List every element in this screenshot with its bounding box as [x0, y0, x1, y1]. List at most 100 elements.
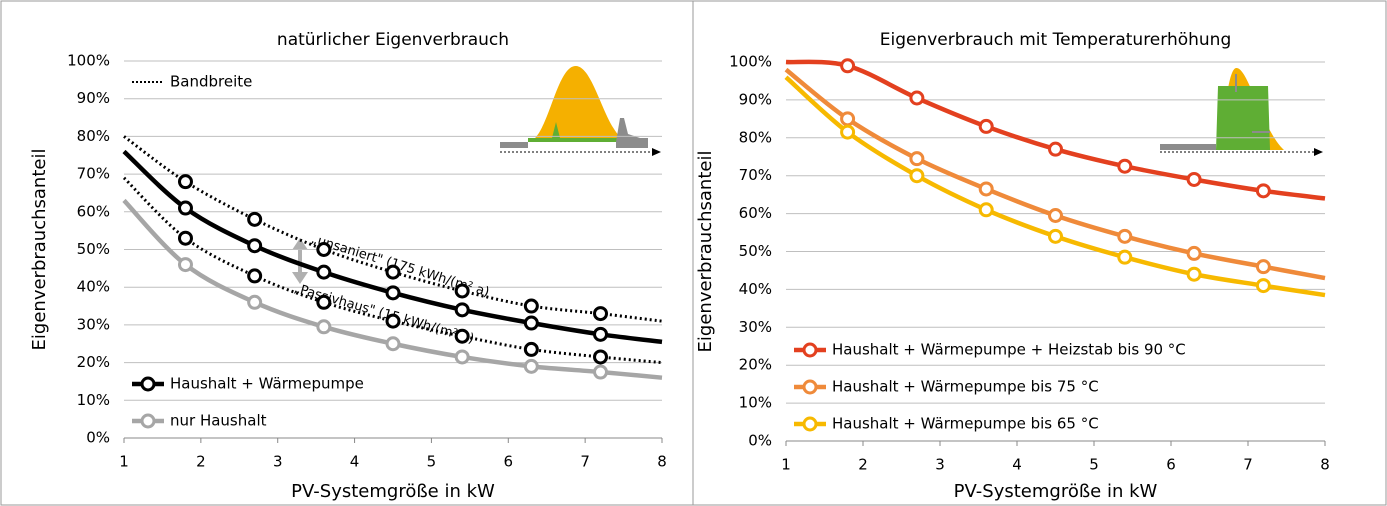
y-tick-label: 20% — [77, 353, 110, 371]
marker — [1048, 228, 1063, 244]
marker — [247, 294, 263, 310]
marker — [247, 238, 263, 254]
x-tick-label: 7 — [1243, 456, 1253, 474]
marker — [454, 302, 470, 318]
y-tick-label: 60% — [77, 202, 110, 220]
marker — [523, 358, 539, 374]
marker — [978, 181, 994, 197]
legend-marker — [140, 413, 156, 429]
marker — [247, 268, 263, 284]
legend-label: Haushalt + Wärmepumpe + Heizstab bis 90 … — [832, 341, 1186, 359]
x-tick-label: 8 — [657, 453, 667, 471]
x-tick-label: 3 — [273, 453, 283, 471]
marker — [454, 349, 470, 365]
marker — [1117, 249, 1133, 265]
marker — [177, 230, 193, 246]
marker — [909, 168, 925, 184]
legend-label: nur Haushalt — [170, 412, 267, 430]
marker — [247, 211, 263, 227]
x-tick-label: 6 — [1166, 456, 1176, 474]
x-tick-label: 3 — [935, 456, 945, 474]
x-tick-label: 4 — [350, 453, 360, 471]
marker — [385, 285, 401, 301]
marker — [523, 341, 539, 357]
marker — [177, 174, 193, 190]
marker — [840, 124, 856, 140]
marker — [1255, 183, 1271, 199]
y-tick-label: 100% — [729, 53, 772, 71]
y-tick-label: 80% — [739, 128, 772, 146]
y-tick-label: 0% — [748, 432, 772, 450]
marker — [593, 326, 609, 342]
legend-label: Haushalt + Wärmepumpe bis 65 °C — [832, 415, 1099, 433]
inset-icon-right — [1160, 67, 1323, 156]
x-tick-label: 6 — [504, 453, 514, 471]
x-axis-label: PV-Systemgröße in kW — [291, 481, 495, 502]
marker — [316, 242, 332, 257]
marker — [316, 294, 332, 310]
legend-marker — [802, 379, 818, 395]
marker — [454, 328, 470, 344]
marker — [840, 111, 856, 127]
y-tick-label: 90% — [739, 90, 772, 108]
marker — [593, 364, 609, 380]
marker — [593, 306, 609, 322]
marker — [454, 283, 470, 299]
y-tick-label: 70% — [77, 165, 110, 183]
y-tick-label: 40% — [739, 280, 772, 298]
marker — [1048, 141, 1063, 157]
x-tick-label: 5 — [1089, 456, 1099, 474]
x-tick-label: 1 — [781, 456, 791, 474]
legend-label: Bandbreite — [170, 73, 252, 91]
chart-title: natürlicher Eigenverbrauch — [277, 30, 509, 50]
marker — [523, 315, 539, 331]
legend-label: Haushalt + Wärmepumpe bis 75 °C — [832, 378, 1099, 396]
y-axis-label: Eigenverbrauchsanteil — [29, 149, 50, 351]
marker — [978, 118, 994, 134]
y-tick-label: 50% — [77, 240, 110, 258]
inset-icon-left — [500, 65, 661, 156]
x-tick-label: 4 — [1012, 456, 1022, 474]
y-tick-label: 0% — [86, 429, 110, 447]
marker — [1117, 158, 1133, 174]
legend-label: Haushalt + Wärmepumpe — [170, 375, 364, 393]
x-axis-label: PV-Systemgröße in kW — [954, 481, 1158, 502]
x-tick-label: 8 — [1320, 456, 1330, 474]
y-tick-label: 30% — [77, 315, 110, 333]
marker — [840, 58, 856, 74]
legend-marker — [802, 342, 818, 358]
marker — [593, 349, 609, 365]
marker — [1186, 171, 1202, 187]
y-tick-label: 80% — [77, 127, 110, 145]
y-tick-label: 40% — [77, 278, 110, 296]
marker — [523, 298, 539, 314]
marker — [316, 264, 332, 280]
y-tick-label: 90% — [77, 89, 110, 107]
marker — [385, 264, 401, 280]
chart-title: Eigenverbrauch mit Temperaturerhöhung — [880, 30, 1232, 50]
marker — [177, 257, 193, 273]
y-tick-label: 100% — [67, 52, 110, 70]
legend-marker — [140, 376, 156, 392]
x-tick-label: 1 — [119, 453, 129, 471]
marker — [1186, 266, 1202, 282]
marker — [978, 202, 994, 218]
y-tick-label: 20% — [739, 356, 772, 374]
y-tick-label: 60% — [739, 204, 772, 222]
y-tick-label: 10% — [739, 394, 772, 412]
x-tick-label: 2 — [858, 456, 868, 474]
y-tick-label: 10% — [77, 391, 110, 409]
y-tick-label: 70% — [739, 166, 772, 184]
marker — [1186, 245, 1202, 261]
marker — [909, 90, 925, 106]
marker — [1255, 278, 1271, 294]
marker — [385, 313, 401, 329]
y-axis-label: Eigenverbrauchsanteil — [695, 151, 716, 353]
marker — [1255, 259, 1271, 275]
marker — [385, 336, 401, 352]
x-tick-label: 5 — [427, 453, 437, 471]
x-tick-label: 7 — [580, 453, 590, 471]
marker — [177, 200, 193, 216]
marker — [909, 151, 925, 167]
